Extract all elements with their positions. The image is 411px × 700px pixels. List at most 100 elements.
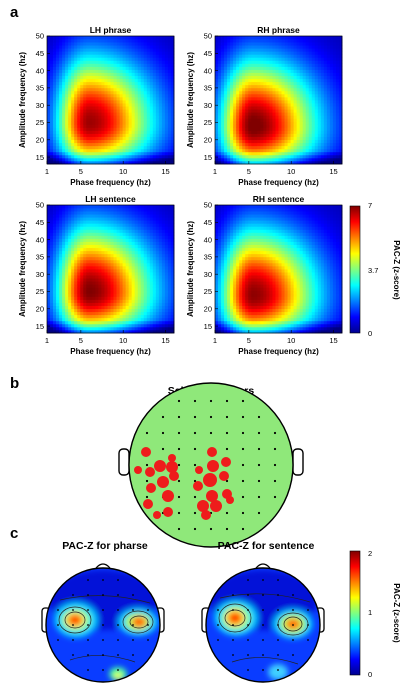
sensor-dot [241,431,245,435]
topomap-right-nose-icon [255,563,271,569]
x-tick-label: 5 [79,336,83,345]
x-tick-label: 5 [79,167,83,176]
selected-sensor [153,511,161,519]
topomap-sensor-dot [217,639,219,641]
sensor-dot [193,511,197,515]
topomap-sensor-dot [132,654,134,656]
y-tick-label: 35 [36,84,44,93]
sensor-dot [193,527,197,531]
topomap-sensor-dot [117,579,119,581]
sensor-dot [241,399,245,403]
topomap-sensor-dot [277,639,279,641]
topomap-sensor-dot [232,594,234,596]
sensor-dot [145,463,149,467]
y-tick-label: 40 [204,235,212,244]
plot-frame [214,204,343,334]
y-tick-label: 30 [204,270,212,279]
x-tick-label: 10 [287,336,295,345]
topomap-sensor-dot [72,594,74,596]
selected-sensor [143,499,153,509]
topomap-sensor-dot [262,579,264,581]
y-tick-label: 40 [36,235,44,244]
sensor-dot [257,495,261,499]
sensor-dot [209,415,213,419]
sensor-dot [225,479,229,483]
topomap-sensor-dots [57,579,309,671]
selected-sensor [166,461,178,473]
sensor-dot [273,447,277,451]
topomap-sensor-dot [102,579,104,581]
topomap-phrase [41,563,165,683]
topomap-sensor-dot [87,594,89,596]
sensor-dot [145,479,149,483]
sensor-dot [145,495,149,499]
topomap-sensor-dot [307,624,309,626]
topomap-sensor-dot [262,669,264,671]
sensor-dot [177,463,181,467]
x-tick-label: 10 [119,336,127,345]
left-ear-icon [118,448,130,476]
sensor-dot [193,463,197,467]
selected-sensor [210,500,222,512]
topomap-sensor-dot [247,609,249,611]
x-tick-label: 15 [161,167,169,176]
selected-sensor [162,490,174,502]
y-tick-label: 35 [204,84,212,93]
topomap-sensor-dot [57,624,59,626]
sensor-dot [177,447,181,451]
topomap-sensor-dot [277,654,279,656]
x-tick-label: 15 [329,167,337,176]
selected-sensor [163,507,173,517]
sensor-dot [193,415,197,419]
colorbar-c-gradient [349,550,361,676]
topomap-sensor-dot [117,624,119,626]
topomap-sensor-dot [232,654,234,656]
y-tick-label: 40 [36,66,44,75]
selected-sensor [226,496,234,504]
sensor-dot [177,511,181,515]
sensor-dots [145,399,277,531]
sensor-dot [241,415,245,419]
y-tick-label: 30 [36,101,44,110]
sensor-dot [145,431,149,435]
topomap-sensor-dot [87,654,89,656]
y-tick-label: 45 [36,218,44,227]
topomap-sensor-dot [87,639,89,641]
topomap-sensor-dot [87,624,89,626]
topomap-right-head-outline [205,567,321,683]
sensor-dot [241,511,245,515]
sensor-dot [225,511,229,515]
topomap-sensor-dot [262,639,264,641]
selected-sensor [141,447,151,457]
sensor-dot [257,463,261,467]
selected-sensor [154,460,166,472]
colorbar-c-tick-mid: 1 [368,608,372,617]
topomap-sensor-dot [217,624,219,626]
topomap-sensor-dot [292,594,294,596]
heatmap-title: LH phrase [90,25,132,35]
topomap-sensor-dot [247,654,249,656]
panel-letter-c: c [10,525,18,542]
topomap-sensor-dot [292,609,294,611]
topomap-sensor-dot [217,609,219,611]
topomap-title-phrase: PAC-Z for pharse [62,540,148,552]
colorbar-a-tick-mid: 3.7 [368,266,378,275]
y-axis-label: Amplitude frequency (hz) [18,52,27,148]
sensor-dot [161,447,165,451]
panel-c-topomaps: PAC-Z for pharse PAC-Z for sentence [41,540,401,683]
topomap-sensor-dot [277,624,279,626]
selected-sensor [193,481,203,491]
topomap-left-nose-icon [95,563,111,569]
sensor-dot [209,527,213,531]
sensor-dot [177,479,181,483]
y-tick-label: 30 [36,270,44,279]
selected-sensor [157,476,169,488]
selected-sensor [169,471,179,481]
y-tick-label: 50 [36,201,44,210]
topomap-sensor-dot [132,624,134,626]
heatmap-title: RH phrase [257,25,300,35]
